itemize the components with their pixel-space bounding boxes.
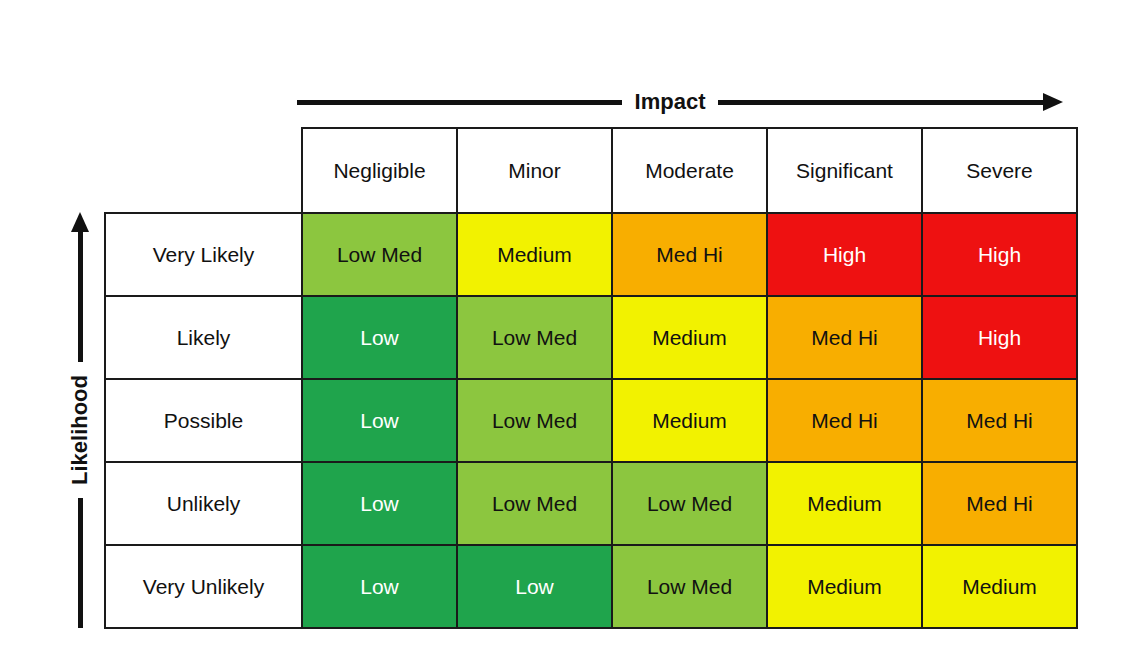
risk-cell-low-med: Low Med	[457, 379, 612, 462]
impact-header-moderate: Moderate	[612, 128, 767, 213]
impact-axis: Impact	[297, 88, 1063, 116]
risk-cell-high: High	[922, 296, 1077, 379]
impact-header-row: NegligibleMinorModerateSignificantSevere	[105, 128, 1077, 213]
impact-axis-line-left	[297, 100, 622, 105]
impact-axis-line-right	[718, 100, 1043, 105]
risk-cell-medium: Medium	[922, 545, 1077, 628]
matrix-row-very-unlikely: Very UnlikelyLowLowLow MedMediumMedium	[105, 545, 1077, 628]
impact-header-minor: Minor	[457, 128, 612, 213]
risk-cell-med-hi: Med Hi	[767, 296, 922, 379]
risk-cell-low-med: Low Med	[612, 545, 767, 628]
risk-cell-low: Low	[302, 296, 457, 379]
risk-cell-med-hi: Med Hi	[922, 379, 1077, 462]
risk-cell-high: High	[767, 213, 922, 296]
likelihood-label-very-likely: Very Likely	[105, 213, 302, 296]
matrix-row-possible: PossibleLowLow MedMediumMed HiMed Hi	[105, 379, 1077, 462]
risk-cell-med-hi: Med Hi	[922, 462, 1077, 545]
likelihood-axis: Likelihood	[66, 212, 94, 628]
matrix-row-unlikely: UnlikelyLowLow MedLow MedMediumMed Hi	[105, 462, 1077, 545]
likelihood-label-possible: Possible	[105, 379, 302, 462]
likelihood-axis-label: Likelihood	[67, 362, 93, 498]
risk-cell-low-med: Low Med	[457, 462, 612, 545]
matrix-row-very-likely: Very LikelyLow MedMediumMed HiHighHigh	[105, 213, 1077, 296]
risk-cell-low: Low	[302, 545, 457, 628]
risk-cell-high: High	[922, 213, 1077, 296]
risk-cell-low: Low	[302, 379, 457, 462]
risk-cell-med-hi: Med Hi	[767, 379, 922, 462]
impact-header-significant: Significant	[767, 128, 922, 213]
risk-cell-low: Low	[457, 545, 612, 628]
risk-matrix-canvas: Impact Likelihood NegligibleMinorModerat…	[0, 0, 1133, 650]
risk-cell-low-med: Low Med	[612, 462, 767, 545]
impact-header-negligible: Negligible	[302, 128, 457, 213]
risk-cell-medium: Medium	[767, 462, 922, 545]
risk-cell-med-hi: Med Hi	[612, 213, 767, 296]
impact-header-severe: Severe	[922, 128, 1077, 213]
matrix-corner-spacer	[105, 128, 302, 213]
matrix-row-likely: LikelyLowLow MedMediumMed HiHigh	[105, 296, 1077, 379]
risk-cell-medium: Medium	[612, 379, 767, 462]
likelihood-label-very-unlikely: Very Unlikely	[105, 545, 302, 628]
likelihood-axis-arrowhead-icon	[71, 212, 89, 232]
likelihood-label-likely: Likely	[105, 296, 302, 379]
likelihood-label-unlikely: Unlikely	[105, 462, 302, 545]
likelihood-axis-line-top	[78, 232, 83, 362]
risk-cell-medium: Medium	[457, 213, 612, 296]
risk-matrix-table: NegligibleMinorModerateSignificantSevere…	[104, 127, 1078, 629]
impact-axis-arrowhead-icon	[1043, 93, 1063, 111]
risk-cell-low-med: Low Med	[302, 213, 457, 296]
impact-axis-label: Impact	[622, 89, 719, 115]
risk-cell-medium: Medium	[612, 296, 767, 379]
likelihood-axis-line-bottom	[78, 498, 83, 628]
risk-cell-low-med: Low Med	[457, 296, 612, 379]
risk-cell-low: Low	[302, 462, 457, 545]
risk-cell-medium: Medium	[767, 545, 922, 628]
